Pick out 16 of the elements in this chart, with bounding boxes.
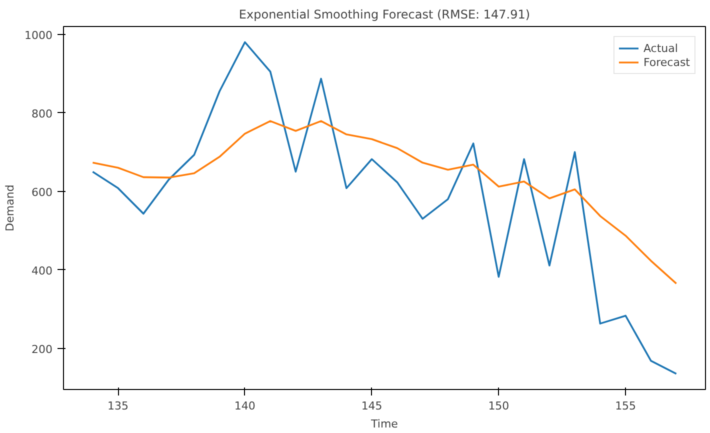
legend-label: Forecast [643,55,690,69]
y-axis-title: Demand [4,184,17,232]
legend-label: Actual [643,41,678,55]
x-tick-label: 135 [108,400,129,412]
line-series [92,120,678,284]
y-tick-label: 200 [32,342,53,356]
chart-title: Exponential Smoothing Forecast (RMSE: 147.91) [238,8,530,22]
y-tick-label: 1000 [24,28,53,42]
x-tick-label: 140 [234,400,256,412]
y-tick-label: 600 [32,186,53,199]
x-tick-label: 155 [615,400,636,412]
y-tick-label: 800 [32,107,53,120]
x-tick-label: 145 [361,400,382,412]
x-axis-title: Time [370,418,398,430]
y-tick-label: 400 [32,264,53,278]
x-tick-label: 150 [488,400,510,412]
